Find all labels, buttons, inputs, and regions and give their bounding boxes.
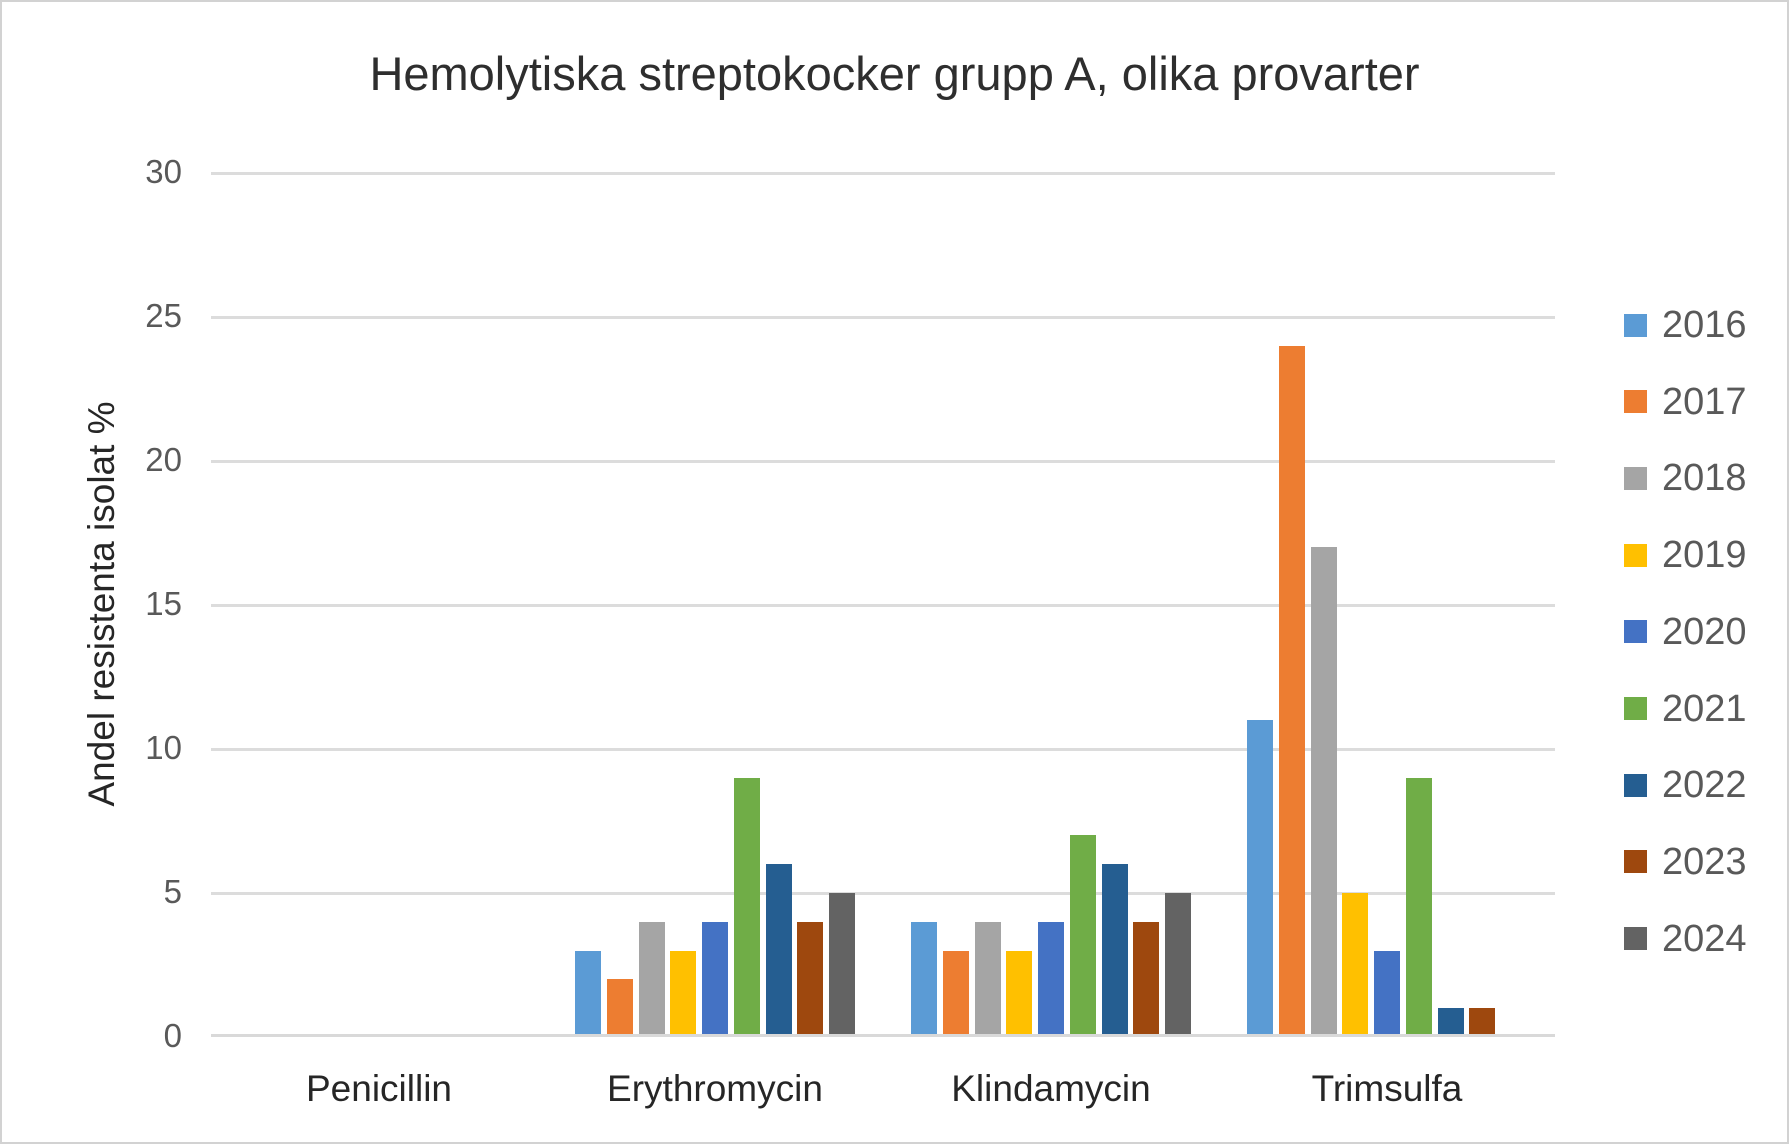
legend-label: 2017 bbox=[1662, 380, 1747, 423]
bar-2021-klindamycin bbox=[1069, 835, 1096, 1034]
legend-swatch-2024 bbox=[1624, 927, 1647, 951]
bar-2019-trimsulfa bbox=[1342, 893, 1369, 1034]
bar-2023-klindamycin bbox=[1133, 921, 1160, 1034]
legend-swatch-2019 bbox=[1624, 543, 1647, 567]
bar-2018-trimsulfa bbox=[1310, 547, 1337, 1034]
bar-2019-klindamycin bbox=[1006, 950, 1033, 1034]
gridline bbox=[211, 316, 1555, 319]
y-tick-label: 15 bbox=[145, 585, 182, 622]
legend-swatch-2023 bbox=[1624, 850, 1647, 874]
legend-item-2021: 2021 bbox=[1624, 671, 1747, 747]
gridline bbox=[211, 748, 1555, 751]
y-tick-label: 5 bbox=[163, 873, 182, 910]
legend-swatch-2022 bbox=[1624, 773, 1647, 797]
legend-item-2017: 2017 bbox=[1624, 364, 1747, 440]
bar-2019-erythromycin bbox=[670, 950, 697, 1034]
legend-label: 2024 bbox=[1662, 917, 1747, 960]
bar-2017-trimsulfa bbox=[1278, 345, 1305, 1034]
legend-label: 2022 bbox=[1662, 764, 1747, 807]
legend-item-2023: 2023 bbox=[1624, 824, 1747, 900]
legend-label: 2021 bbox=[1662, 687, 1747, 730]
bar-2024-klindamycin bbox=[1165, 893, 1191, 1034]
y-tick-label: 20 bbox=[145, 441, 182, 478]
bar-2017-klindamycin bbox=[942, 950, 969, 1034]
gridline bbox=[211, 172, 1555, 175]
legend-swatch-2016 bbox=[1624, 313, 1647, 337]
legend-label: 2016 bbox=[1662, 304, 1747, 346]
bar-2018-erythromycin bbox=[638, 921, 665, 1034]
bar-2016-trimsulfa bbox=[1247, 720, 1273, 1034]
legend-item-2018: 2018 bbox=[1624, 440, 1747, 516]
bar-2021-trimsulfa bbox=[1405, 777, 1432, 1034]
legend-label: 2023 bbox=[1662, 840, 1747, 883]
y-tick-label: 25 bbox=[145, 297, 182, 334]
bar-2016-erythromycin bbox=[575, 950, 601, 1034]
bar-2020-klindamycin bbox=[1038, 921, 1064, 1034]
legend-swatch-2017 bbox=[1624, 390, 1647, 414]
plot-area bbox=[211, 172, 1555, 1037]
legend-item-2024: 2024 bbox=[1624, 901, 1747, 977]
gridline bbox=[211, 892, 1555, 895]
category-label-erythromycin: Erythromycin bbox=[607, 1068, 823, 1109]
bar-2018-klindamycin bbox=[974, 921, 1001, 1034]
legend-label: 2020 bbox=[1662, 610, 1747, 653]
bar-2016-klindamycin bbox=[911, 921, 937, 1034]
legend-swatch-2021 bbox=[1624, 697, 1647, 720]
gridline bbox=[211, 460, 1555, 463]
y-tick-label: 10 bbox=[145, 729, 182, 766]
legend-item-2020: 2020 bbox=[1624, 594, 1747, 670]
bar-2024-erythromycin bbox=[829, 893, 855, 1034]
legend-label: 2018 bbox=[1662, 457, 1747, 500]
legend-item-2016: 2016 bbox=[1624, 287, 1747, 363]
bar-2022-erythromycin bbox=[765, 864, 792, 1034]
legend-swatch-2020 bbox=[1624, 620, 1647, 644]
y-tick-label: 0 bbox=[163, 1017, 182, 1054]
legend-item-2019: 2019 bbox=[1624, 517, 1747, 593]
bar-2020-erythromycin bbox=[702, 921, 728, 1034]
bar-2022-klindamycin bbox=[1101, 864, 1128, 1034]
legend-swatch-2018 bbox=[1624, 466, 1647, 490]
legend-item-2022: 2022 bbox=[1624, 747, 1747, 823]
bar-2023-trimsulfa bbox=[1469, 1008, 1496, 1034]
x-axis-line bbox=[211, 1034, 1555, 1037]
category-label-penicillin: Penicillin bbox=[305, 1068, 452, 1109]
category-label-trimsulfa: Trimsulfa bbox=[1311, 1068, 1463, 1109]
bar-2022-trimsulfa bbox=[1437, 1008, 1464, 1034]
bar-2021-erythromycin bbox=[733, 777, 760, 1034]
legend-label: 2019 bbox=[1662, 534, 1747, 577]
bar-2023-erythromycin bbox=[797, 921, 824, 1034]
category-label-klindamycin: Klindamycin bbox=[951, 1068, 1151, 1109]
y-tick-label: 30 bbox=[145, 153, 182, 190]
gridline bbox=[211, 604, 1555, 607]
bar-2020-trimsulfa bbox=[1374, 950, 1400, 1034]
bar-2017-erythromycin bbox=[606, 979, 633, 1034]
chart-title: Hemolytiska streptokocker grupp A, olika… bbox=[369, 47, 1420, 100]
